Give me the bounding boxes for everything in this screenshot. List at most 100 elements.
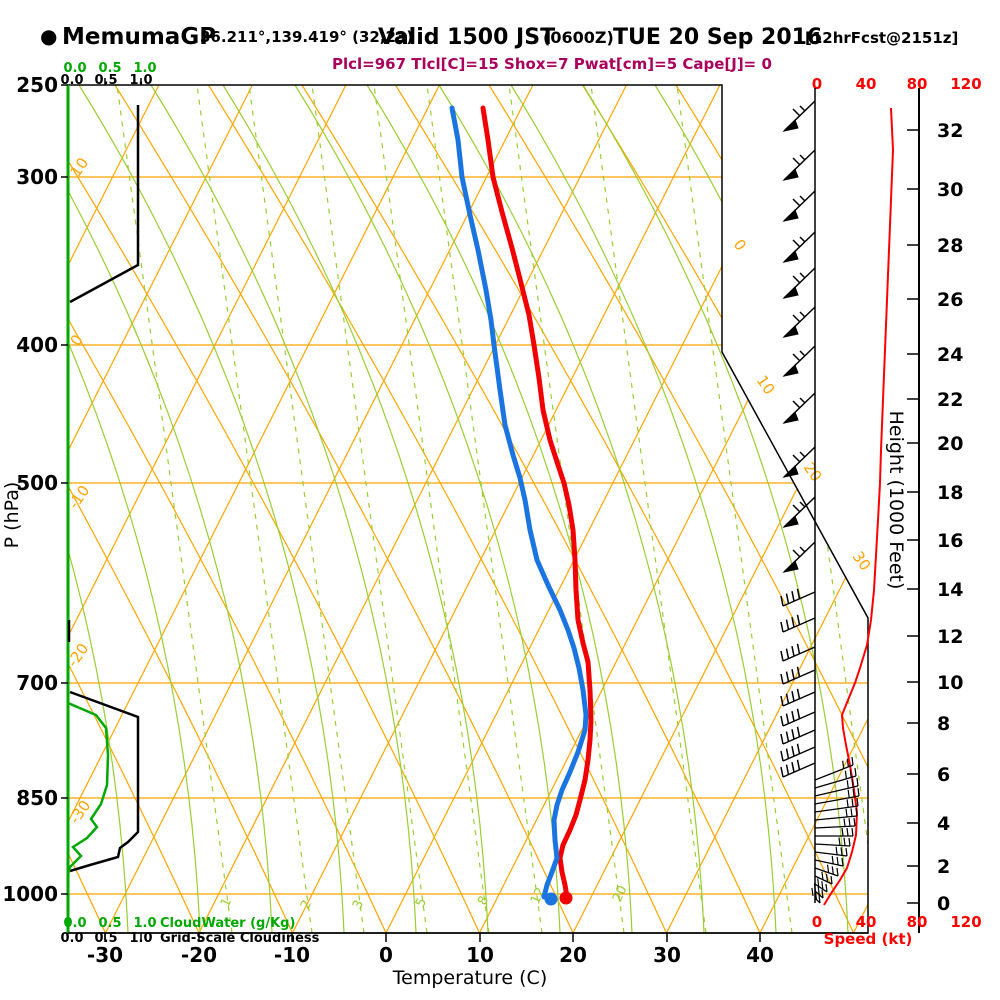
pressure-tick-label: 700 xyxy=(16,671,58,695)
height-tick-label: 16 xyxy=(937,530,963,552)
wind-barb-fan xyxy=(814,864,839,877)
speed-tick-label-top: 80 xyxy=(907,75,928,93)
cloudiness-scale-value: 0.5 xyxy=(94,73,117,88)
pressure-tick-label: 500 xyxy=(16,471,58,495)
temperature-tick-label: -20 xyxy=(181,943,217,967)
valid-date: TUE 20 Sep 2016 xyxy=(613,25,822,50)
wind-barb-comb xyxy=(780,643,816,662)
moist-adiabat-line xyxy=(222,85,489,933)
height-tick-label: 4 xyxy=(937,813,950,835)
wind-barb-pennant xyxy=(782,149,816,181)
isotherm-label: 10 xyxy=(753,372,779,398)
cloudiness-scale-value: 0.0 xyxy=(60,931,83,946)
mixing-ratio-line xyxy=(311,85,428,933)
cloudwater-scale-title: CloudWater (g/Kg) xyxy=(160,916,295,931)
temperature-tick-label: 30 xyxy=(653,943,681,967)
dry-adiabat-line xyxy=(488,85,868,933)
moist-adiabat-line xyxy=(294,85,561,933)
temperature-tick-label: 10 xyxy=(466,943,494,967)
height-tick-label: 30 xyxy=(937,179,963,201)
height-tick-label: 18 xyxy=(937,482,963,504)
cloudiness-scale-value: 0.5 xyxy=(94,931,117,946)
mixing-ratio-label: 1 xyxy=(218,896,235,910)
cloudiness-scale-title: Grid-Scale Cloudiness xyxy=(160,931,320,946)
cloudwater-scale-value: 0.5 xyxy=(98,61,121,76)
surface-temperature-dot xyxy=(559,891,573,905)
wind-barb-pennant xyxy=(782,190,816,222)
speed-tick-label-bottom: 40 xyxy=(856,913,877,931)
height-tick-label: 32 xyxy=(937,120,963,142)
height-tick-label: 2 xyxy=(937,856,950,878)
isotherm-line xyxy=(68,85,440,933)
dry-adiabat-line xyxy=(207,85,668,933)
pressure-tick-label: 300 xyxy=(16,165,58,189)
wind-barb-fan xyxy=(814,855,844,867)
isotherm-line xyxy=(478,85,868,933)
isotherm-line xyxy=(104,85,534,933)
height-tick-label: 28 xyxy=(937,235,963,257)
wind-barb-fan xyxy=(814,817,856,829)
temperature-profile xyxy=(480,105,594,900)
isotherm-line xyxy=(947,85,1000,933)
wind-barb-pennant xyxy=(782,541,816,573)
height-tick-label: 22 xyxy=(937,389,963,411)
wind-barb-comb xyxy=(780,708,816,727)
temperature-tick-label: -10 xyxy=(274,943,310,967)
wind-barb-pennant xyxy=(782,267,816,299)
mixing-ratio-label: 20 xyxy=(610,883,631,904)
isotherm-label: 0 xyxy=(730,236,750,254)
moist-adiabat-line xyxy=(68,85,273,933)
wind-barb-comb xyxy=(780,588,816,607)
isotherm-label: 30 xyxy=(849,548,875,574)
forecast-tag: [12hrFcst@2151z] xyxy=(805,29,958,47)
mixing-ratio-line xyxy=(764,85,868,933)
pressure-tick-label: 400 xyxy=(16,333,58,357)
moist-adiabat-line xyxy=(78,85,345,933)
cloudiness-scale-value: 1.0 xyxy=(129,931,152,946)
dry-adiabat-line xyxy=(68,85,294,933)
temperature-tick-label: -30 xyxy=(87,943,123,967)
wind-barb-fan xyxy=(815,827,854,837)
isotherm-line xyxy=(68,85,160,933)
cloudwater-scale-value: 1.0 xyxy=(133,916,156,931)
moist-adiabat-line xyxy=(68,85,201,933)
cloud-scale-rows: 0.00.00.50.51.01.00.00.00.50.51.01.0 xyxy=(60,61,156,946)
wind-barb-fan xyxy=(814,797,859,813)
pressure-tick-label: 250 xyxy=(16,73,58,97)
wind-barb-pennant xyxy=(782,446,816,478)
pressure-axis-title: P (hPa) xyxy=(1,482,23,549)
wind-barb-fan xyxy=(814,756,854,781)
dry-adiabat-line xyxy=(581,85,868,933)
dry-adiabat-line xyxy=(114,85,574,933)
moist-adiabat-line xyxy=(68,85,129,933)
height-tick-label: 12 xyxy=(937,626,963,648)
height-tick-label: 8 xyxy=(937,713,950,735)
dry-adiabat-label: -30 xyxy=(66,797,95,827)
cloudiness-profile-lower xyxy=(69,690,140,873)
profile-curves xyxy=(66,105,895,906)
wind-barb-pennant xyxy=(782,496,816,528)
dry-adiabat-line xyxy=(68,85,387,933)
isotherm-line xyxy=(68,85,347,933)
mixing-ratio-label: 3 xyxy=(350,898,367,912)
moist-adiabat-line xyxy=(438,85,705,933)
height-tick-label: 14 xyxy=(937,579,963,601)
dry-adiabat-line xyxy=(768,85,868,933)
cloudwater-profile xyxy=(66,701,110,875)
valid-time: Valid 1500 JST xyxy=(378,25,555,50)
temperature-tick-label: 40 xyxy=(746,943,774,967)
isotherm-line xyxy=(291,85,721,933)
wind-barb-fan xyxy=(814,871,833,885)
stability-stats-line: Plcl=967 Tlcl[C]=15 Shox=7 Pwat[cm]=5 Ca… xyxy=(332,55,772,73)
cloudwater-scale-value: 0.5 xyxy=(98,916,121,931)
wind-barb-pennant xyxy=(782,392,816,424)
cloudiness-scale-value: 0.0 xyxy=(60,73,83,88)
isotherm-line xyxy=(198,85,627,933)
wind-barb-fan xyxy=(814,807,858,821)
moist-adiabat-line xyxy=(582,85,849,933)
wind-barb-comb xyxy=(780,759,816,778)
isotherm-line xyxy=(665,85,868,933)
